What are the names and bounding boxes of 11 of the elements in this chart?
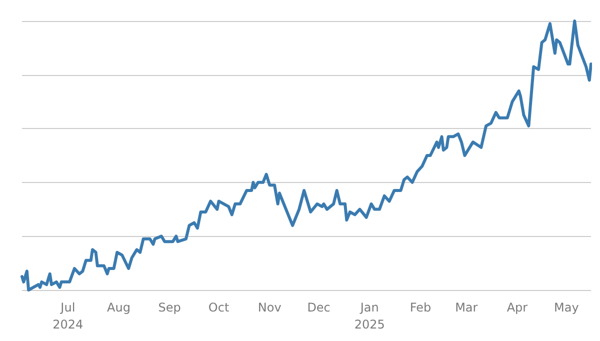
x-tick-label: Apr — [506, 300, 528, 314]
x-tick-label: Aug — [107, 300, 130, 314]
x-tick-label: Jan 2025 — [354, 300, 385, 332]
x-tick-label: Sep — [158, 300, 181, 314]
x-tick-label: Feb — [410, 300, 432, 314]
x-tick-label: Oct — [208, 300, 230, 314]
x-tick-label: Jul 2024 — [52, 300, 84, 332]
x-tick-label: Mar — [455, 300, 478, 314]
x-tick-label: Nov — [258, 300, 282, 314]
x-tick-label: Dec — [307, 300, 330, 314]
x-tick-label: May — [554, 300, 579, 314]
